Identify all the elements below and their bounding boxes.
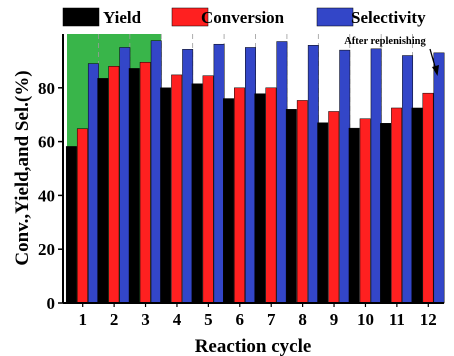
bars	[65, 40, 445, 304]
bar-yield-cycle-1	[65, 146, 77, 304]
legend-swatch-yield	[62, 7, 100, 27]
legend-label-conversion: Conversion	[201, 8, 285, 27]
annotation-text: After replenishing	[344, 36, 426, 47]
x-tick-label: 6	[236, 310, 245, 329]
y-tick-label: 0	[47, 294, 56, 313]
bar-yield-cycle-3	[128, 68, 140, 304]
annotation-arrowhead	[432, 65, 439, 76]
y-tick-label: 80	[38, 79, 55, 98]
y-ticks: 0 20 40 60 80	[38, 79, 63, 313]
x-ticks: 1 2 3 4 5 6 7 8 9 10 11 12	[78, 303, 437, 329]
x-tick-label: 4	[173, 310, 182, 329]
x-tick-label: 1	[78, 310, 87, 329]
bar-yield-cycle-12	[411, 107, 423, 304]
y-tick-label: 60	[38, 133, 55, 152]
x-tick-label: 3	[141, 310, 150, 329]
bar-selectivity-cycle-1	[87, 63, 99, 304]
x-tick-label: 11	[389, 310, 405, 329]
bar-selectivity-cycle-6	[245, 47, 256, 304]
x-axis-title: Reaction cycle	[195, 336, 312, 356]
bar-yield-cycle-8	[285, 109, 297, 304]
y-tick-label: 20	[38, 240, 55, 259]
legend-swatch-conversion	[171, 7, 209, 27]
bar-yield-cycle-4	[160, 87, 172, 304]
y-axis-title: Conv.,Yield,and Sel.(%)	[12, 70, 33, 265]
x-tick-label: 10	[357, 310, 374, 329]
bar-selectivity-cycle-12	[433, 52, 445, 304]
legend-label-selectivity: Selectivity	[351, 8, 426, 27]
bar-yield-cycle-7	[254, 93, 266, 304]
x-tick-label: 2	[110, 310, 119, 329]
bar-conversion-cycle-6	[234, 87, 245, 304]
bar-conversion-cycle-2	[108, 66, 120, 304]
bar-selectivity-cycle-10	[370, 48, 382, 304]
x-tick-label: 12	[420, 310, 437, 329]
legend-swatch-selectivity	[316, 7, 354, 27]
bar-yield-cycle-11	[380, 123, 392, 304]
bar-conversion-cycle-1	[76, 128, 88, 304]
bar-conversion-cycle-7	[265, 87, 277, 304]
bar-selectivity-cycle-7	[276, 41, 288, 304]
bar-selectivity-cycle-4	[182, 49, 194, 304]
x-tick-label: 7	[267, 310, 276, 329]
bar-conversion-cycle-3	[139, 61, 151, 304]
bar-yield-cycle-10	[348, 127, 360, 304]
axes	[62, 34, 444, 304]
bar-selectivity-cycle-5	[213, 43, 225, 304]
x-tick-label: 8	[298, 310, 307, 329]
bar-yield-cycle-6	[223, 98, 234, 304]
bar-selectivity-cycle-2	[119, 47, 131, 304]
x-tick-label: 5	[204, 310, 213, 329]
bar-selectivity-cycle-9	[339, 49, 351, 304]
bar-conversion-cycle-11	[391, 107, 403, 304]
bar-selectivity-cycle-11	[402, 55, 414, 304]
bar-yield-cycle-5	[191, 83, 203, 304]
bar-conversion-cycle-4	[171, 74, 183, 304]
bar-conversion-cycle-5	[202, 75, 214, 304]
legend-label-yield: Yield	[103, 8, 142, 27]
bar-yield-cycle-2	[97, 78, 109, 304]
bar-conversion-cycle-8	[296, 100, 308, 304]
annotation: After replenishing	[344, 36, 439, 76]
x-tick-label: 9	[330, 310, 339, 329]
bar-conversion-cycle-9	[328, 111, 340, 304]
bar-selectivity-cycle-3	[150, 40, 162, 304]
bar-yield-cycle-9	[317, 122, 329, 304]
bar-conversion-cycle-10	[359, 118, 371, 304]
y-tick-label: 40	[38, 186, 55, 205]
legend: Yield Conversion Selectivity	[62, 7, 426, 27]
bar-conversion-cycle-12	[422, 92, 434, 304]
bar-selectivity-cycle-8	[307, 45, 319, 304]
